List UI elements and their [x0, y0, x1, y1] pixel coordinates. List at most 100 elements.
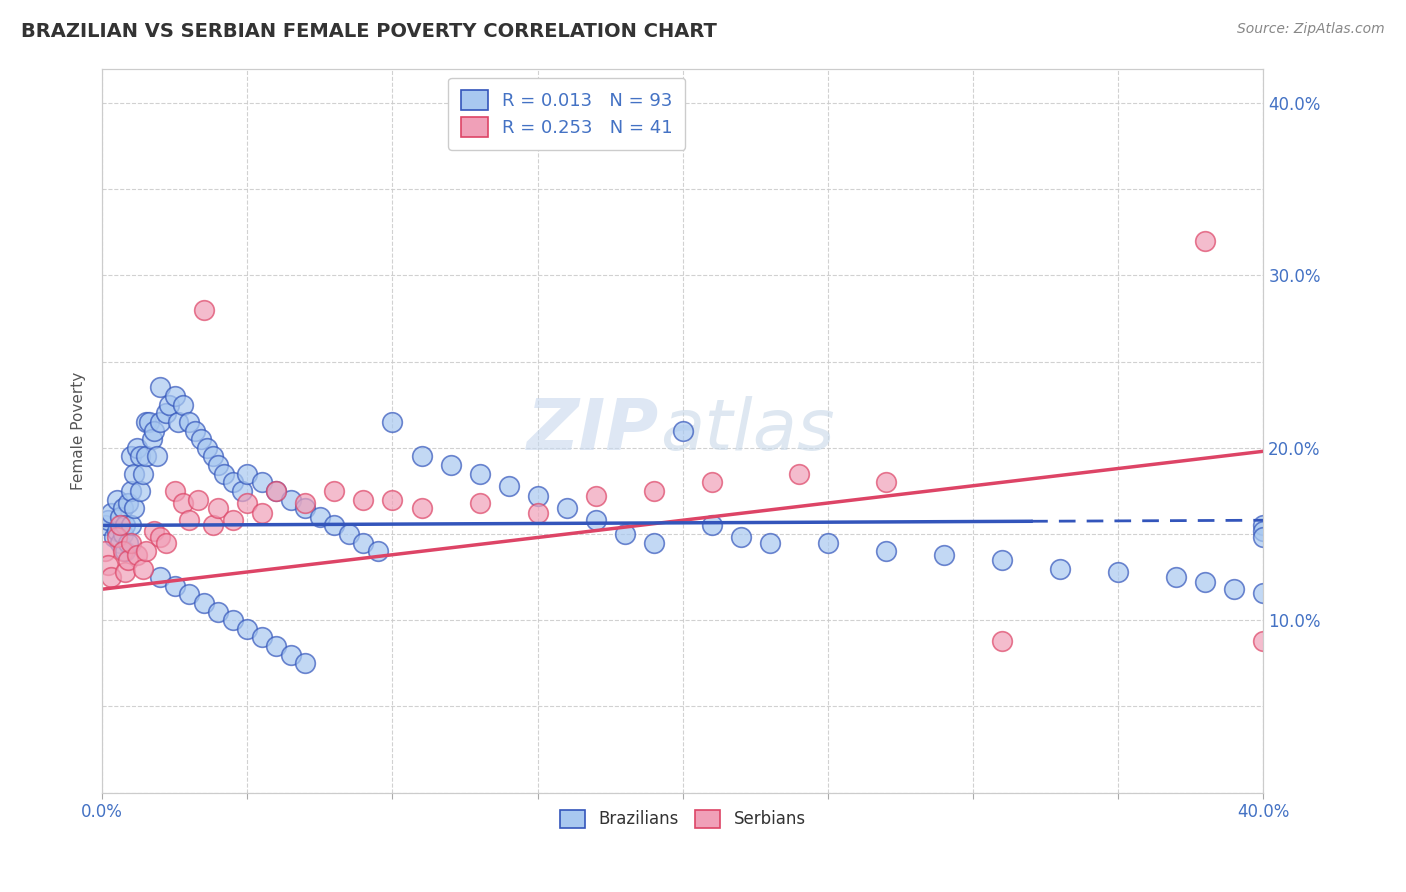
Point — [280, 492, 302, 507]
Point — [1253, 518, 1275, 533]
Point — [117, 496, 139, 510]
Point — [114, 544, 136, 558]
Point — [105, 524, 128, 538]
Text: Source: ZipAtlas.com: Source: ZipAtlas.com — [1237, 22, 1385, 37]
Point — [817, 535, 839, 549]
Point — [730, 531, 752, 545]
Point — [323, 518, 346, 533]
Point — [149, 415, 172, 429]
Point — [236, 467, 259, 481]
Point — [439, 458, 461, 472]
Point — [135, 415, 157, 429]
Point — [163, 579, 186, 593]
Point — [1194, 234, 1216, 248]
Point — [157, 398, 180, 412]
Point — [672, 424, 695, 438]
Point — [468, 496, 491, 510]
Point — [294, 496, 316, 510]
Point — [498, 479, 520, 493]
Point — [120, 450, 142, 464]
Point — [700, 475, 723, 490]
Point — [266, 639, 288, 653]
Point — [1253, 524, 1275, 538]
Point — [643, 483, 665, 498]
Point — [1223, 582, 1246, 597]
Point — [585, 489, 607, 503]
Point — [201, 450, 224, 464]
Point — [135, 544, 157, 558]
Point — [1253, 531, 1275, 545]
Point — [155, 406, 177, 420]
Point — [120, 518, 142, 533]
Point — [294, 657, 316, 671]
Point — [132, 561, 155, 575]
Point — [193, 596, 215, 610]
Point — [759, 535, 782, 549]
Point — [105, 492, 128, 507]
Point — [141, 432, 163, 446]
Point — [787, 467, 810, 481]
Point — [187, 492, 209, 507]
Point — [163, 483, 186, 498]
Point — [122, 501, 145, 516]
Point — [120, 483, 142, 498]
Point — [1166, 570, 1188, 584]
Point — [250, 631, 273, 645]
Point — [1253, 585, 1275, 599]
Point — [991, 634, 1014, 648]
Point — [120, 535, 142, 549]
Point — [875, 544, 897, 558]
Point — [173, 496, 195, 510]
Point — [117, 535, 139, 549]
Point — [184, 424, 207, 438]
Point — [100, 570, 122, 584]
Point — [323, 483, 346, 498]
Point — [146, 450, 169, 464]
Point — [222, 513, 245, 527]
Point — [111, 527, 134, 541]
Point — [179, 587, 201, 601]
Point — [111, 544, 134, 558]
Point — [367, 544, 389, 558]
Point — [129, 450, 152, 464]
Point — [193, 302, 215, 317]
Point — [381, 415, 404, 429]
Text: BRAZILIAN VS SERBIAN FEMALE POVERTY CORRELATION CHART: BRAZILIAN VS SERBIAN FEMALE POVERTY CORR… — [21, 22, 717, 41]
Point — [353, 535, 375, 549]
Point — [991, 553, 1014, 567]
Text: atlas: atlas — [659, 396, 834, 465]
Point — [149, 531, 172, 545]
Point — [526, 506, 548, 520]
Point — [94, 544, 117, 558]
Legend: Brazilians, Serbians: Brazilians, Serbians — [553, 803, 813, 835]
Point — [337, 527, 360, 541]
Point — [700, 518, 723, 533]
Point — [585, 513, 607, 527]
Point — [94, 518, 117, 533]
Point — [555, 501, 578, 516]
Point — [179, 513, 201, 527]
Point — [207, 605, 229, 619]
Point — [173, 398, 195, 412]
Point — [97, 513, 120, 527]
Point — [179, 415, 201, 429]
Point — [231, 483, 253, 498]
Point — [207, 501, 229, 516]
Point — [135, 450, 157, 464]
Point — [122, 467, 145, 481]
Point — [875, 475, 897, 490]
Point — [468, 467, 491, 481]
Point — [222, 613, 245, 627]
Point — [236, 496, 259, 510]
Point — [114, 565, 136, 579]
Point — [222, 475, 245, 490]
Point — [103, 531, 125, 545]
Point — [138, 415, 160, 429]
Point — [1049, 561, 1071, 575]
Point — [207, 458, 229, 472]
Point — [114, 518, 136, 533]
Point — [1107, 565, 1129, 579]
Point — [411, 450, 433, 464]
Point — [526, 489, 548, 503]
Point — [129, 483, 152, 498]
